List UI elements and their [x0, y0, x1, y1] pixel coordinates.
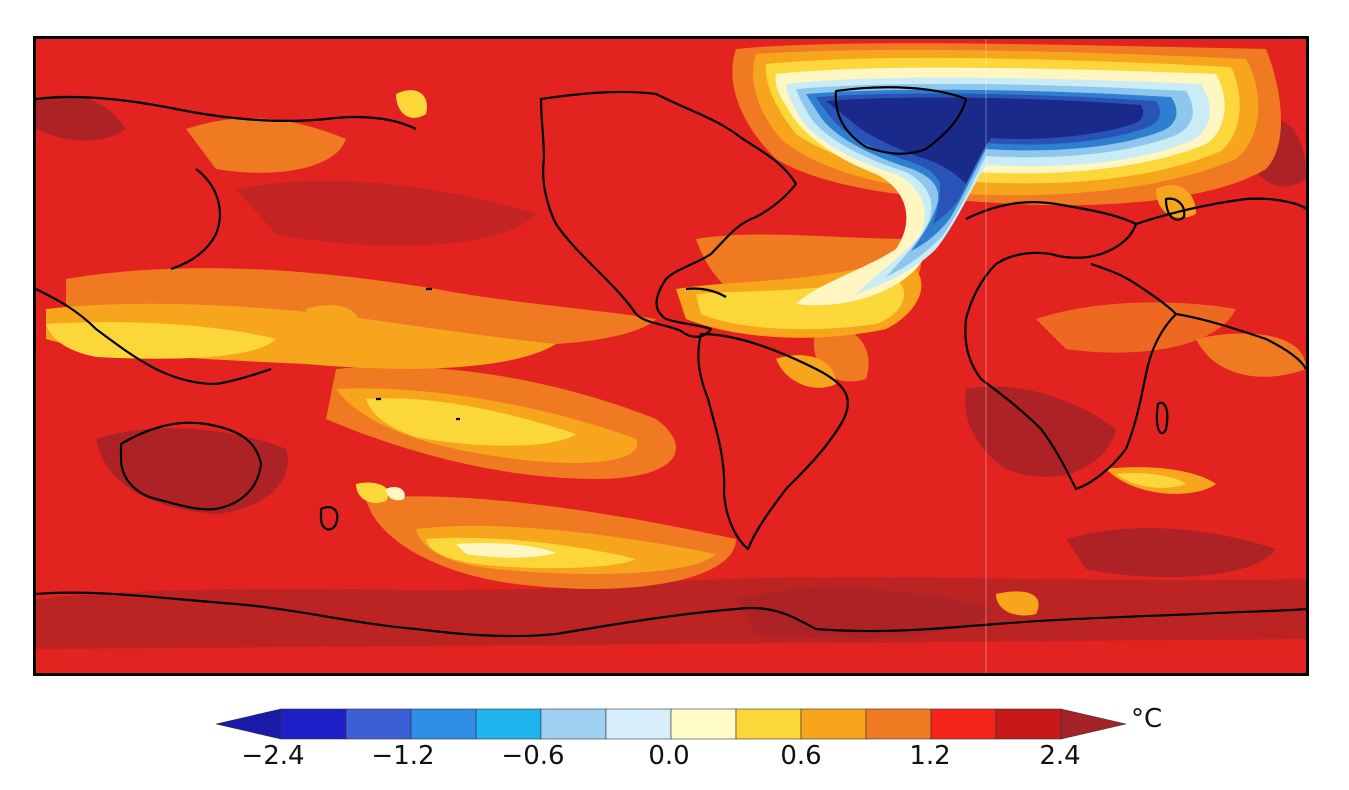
africa-europe-coast: [964, 201, 1178, 491]
pacific-islands: [376, 287, 460, 421]
antarctica-coast: [36, 591, 1306, 638]
siberia-coast: [36, 95, 417, 130]
colorbar: [215, 708, 1127, 740]
south-america-coast: [697, 332, 849, 551]
greenland-coast: [834, 86, 968, 155]
colorbar-cell: [345, 708, 412, 740]
colorbar-tick-1: −2.4: [241, 741, 305, 771]
caspian-coast: [1164, 197, 1186, 221]
colorbar-cell: [670, 708, 737, 740]
colorbar-cell: [800, 708, 867, 740]
coastlines: [36, 86, 1306, 638]
colorbar-cell: [605, 708, 672, 740]
east-asia-coast: [170, 168, 221, 271]
colorbar-cell: [280, 708, 347, 740]
colorbar-high-extension: [1060, 708, 1127, 740]
cold-anomaly-regions: [786, 77, 1210, 294]
caribbean-coast: [685, 287, 727, 298]
colorbar-cell: [410, 708, 477, 740]
new-zealand-coast: [319, 506, 339, 531]
colorbar-cell: [735, 708, 802, 740]
madagascar-coast: [1155, 401, 1169, 435]
north-america-coast: [539, 90, 798, 338]
colorbar-cell: [540, 708, 607, 740]
colorbar-tick-7: 2.4: [1039, 741, 1081, 771]
colorbar-tick-2: −1.2: [371, 741, 435, 771]
colorbar-unit: °C: [1131, 704, 1163, 734]
colorbar-tick-6: 1.2: [909, 741, 951, 771]
colorbar-cell: [930, 708, 997, 740]
colorbar-tick-4: 0.0: [648, 741, 690, 771]
colorbar-cell: [995, 708, 1062, 740]
asia-coast: [1135, 197, 1306, 370]
map-canvas: [36, 39, 1306, 673]
colorbar-cells: [215, 708, 1127, 740]
colorbar-tick-5: 0.6: [780, 741, 822, 771]
australia-coast: [119, 421, 263, 511]
colorbar-cell: [865, 708, 932, 740]
colorbar-low-extension: [215, 708, 282, 740]
southeast-asia-coast: [36, 288, 272, 386]
temperature-anomaly-map: [33, 36, 1309, 676]
colorbar-cell: [475, 708, 542, 740]
colorbar-tick-3: −0.6: [501, 741, 565, 771]
